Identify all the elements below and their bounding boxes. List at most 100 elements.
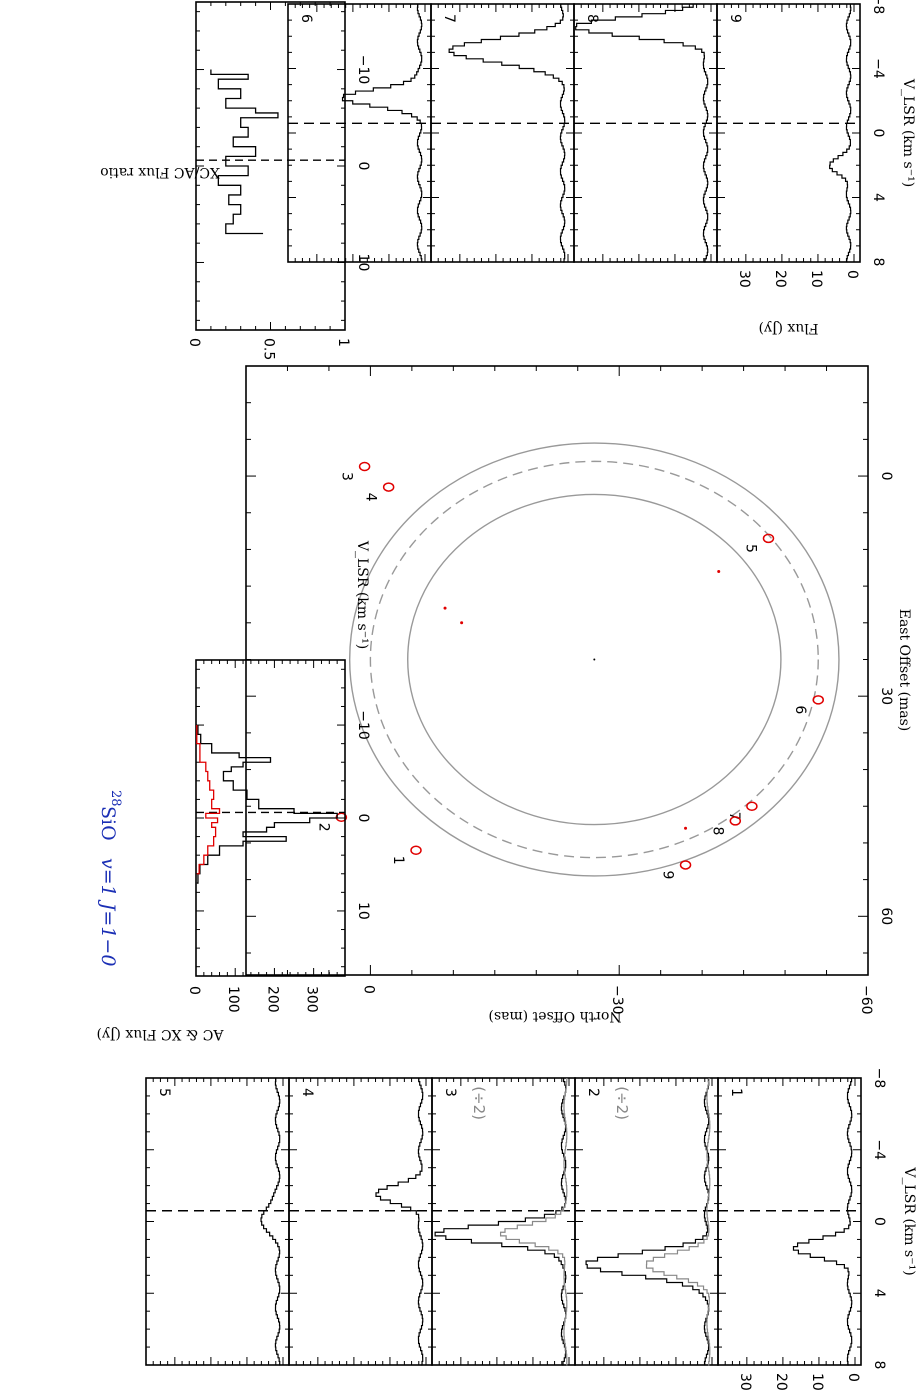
maser-spot — [443, 606, 447, 610]
spectrum-trace — [829, 4, 852, 263]
x-axis-label: V_LSR (km s⁻¹) — [900, 78, 916, 187]
divide-label: (÷2) — [613, 1086, 631, 1120]
tick-label: 60 — [878, 907, 894, 925]
spectrum-panel-6: 6 — [287, 3, 432, 263]
tick-label: 0 — [845, 1373, 861, 1382]
panel-frame — [574, 1077, 719, 1366]
maser-feature-1 — [410, 845, 422, 856]
spectra-left: 5 4 3 (÷2) 2 (÷2) 1 −8 −4 0 4 8 V_LSR (km s⁻¹) 0 10 20 3… — [145, 1068, 917, 1391]
panel-label: 4 — [299, 1088, 315, 1097]
feature-label: 6 — [792, 705, 808, 714]
panel-label: 7 — [441, 14, 457, 23]
tick-label: 30 — [878, 687, 894, 705]
panel-frame — [717, 1077, 862, 1366]
spectrum-panel-3: 3 (÷2) — [431, 1077, 576, 1366]
tick-label: −4 — [870, 58, 886, 79]
tick-label: −10 — [355, 710, 371, 740]
spectrum-trace — [575, 4, 709, 263]
title-molecule: SiO — [97, 806, 119, 841]
tick-label: 0 — [186, 986, 202, 995]
maser-feature-7 — [746, 801, 758, 811]
panel-label: 1 — [728, 1088, 744, 1097]
tick-label: 0 — [871, 1217, 887, 1226]
panel-frame — [573, 3, 718, 263]
tick-label: 0 — [360, 985, 376, 994]
feature-label: 7 — [726, 812, 742, 821]
panel-label: 5 — [156, 1088, 172, 1097]
panel-frame — [145, 1077, 290, 1366]
tick-label: 10 — [355, 902, 371, 920]
tick-label: −60 — [858, 985, 874, 1015]
panel-label: 6 — [298, 14, 314, 23]
y-axis-label: Flux (Jy) — [759, 320, 819, 336]
spectrum-trace-scaled — [499, 1078, 568, 1366]
y-axis-label: North Offset (mas) — [488, 1008, 621, 1024]
tick-label: 10 — [808, 270, 824, 288]
panel-frame — [287, 3, 432, 263]
spectrum-trace — [375, 1078, 424, 1366]
x-axis-label: East Offset (mas) — [896, 609, 912, 732]
panel-label: 3 — [442, 1088, 458, 1097]
series-xc — [196, 725, 221, 875]
tick-label: 0 — [878, 472, 894, 481]
panel-frame — [716, 3, 861, 263]
tick-label: 30 — [736, 270, 752, 288]
tick-label: 0 — [844, 270, 860, 279]
tick-label: 8 — [871, 1361, 887, 1370]
x-axis-label: V_LSR (km s⁻¹) — [354, 540, 370, 649]
maser-feature-8 — [729, 816, 742, 826]
spectrum-panel-1: 1 — [717, 1077, 862, 1366]
tick-label: 0 — [186, 338, 202, 347]
ring-solid — [348, 442, 840, 877]
spectrum-panel-7: 7 — [430, 3, 575, 263]
spectrum-panel-5: 5 — [145, 1077, 290, 1366]
panel-frame — [245, 365, 869, 976]
spectrum-panel-8: 8 — [573, 3, 718, 263]
tick-label: −8 — [870, 0, 886, 14]
feature-label: 1 — [390, 856, 406, 865]
star-center — [593, 658, 596, 661]
spectrum-trace — [260, 1078, 281, 1366]
maser-spot — [717, 569, 721, 573]
series-ratio — [210, 69, 279, 235]
tick-label: 100 — [225, 986, 241, 1013]
tick-label: −30 — [609, 985, 625, 1015]
panel-label: 2 — [585, 1088, 601, 1097]
feature-label: 4 — [363, 493, 379, 502]
feature-label: 9 — [660, 870, 676, 879]
tick-label: −8 — [871, 1068, 887, 1089]
tick-label: 0.5 — [261, 338, 277, 360]
spectrum-trace — [792, 1078, 853, 1366]
ring-dashed — [369, 460, 819, 859]
spectrum-trace-scaled — [645, 1078, 711, 1366]
tick-label: 200 — [264, 986, 280, 1013]
spectrum-panel-2: 2 (÷2) — [574, 1077, 719, 1366]
maser-spot — [684, 826, 688, 830]
x-axis-label: V_LSR (km s⁻¹) — [901, 1166, 917, 1275]
feature-label: 5 — [742, 544, 758, 553]
panel-frame — [430, 3, 575, 263]
series-ac — [196, 725, 338, 884]
maser-feature-9 — [679, 860, 692, 870]
panel-frame — [288, 1077, 433, 1366]
tick-label: 4 — [871, 1289, 887, 1298]
tick-label: 300 — [304, 986, 320, 1013]
tick-label: 4 — [870, 193, 886, 202]
tick-label: 0 — [870, 129, 886, 138]
title-superscript: 28 — [108, 790, 123, 807]
maser-feature-5 — [762, 533, 775, 544]
spectrum-panel-4: 4 — [288, 1077, 433, 1366]
tick-label: 20 — [773, 1373, 789, 1391]
spectra-right: 6 7 8 9 −8 −4 0 4 8 V_LSR (km s⁻¹) 0 10 20 30 Flux (Jy… — [287, 0, 916, 336]
feature-label: 3 — [339, 472, 355, 481]
spectrum-trace — [585, 1078, 710, 1366]
tick-label: −10 — [355, 55, 371, 85]
tick-label: 0 — [355, 814, 371, 823]
spectrum-trace — [448, 4, 566, 263]
tick-label: 0 — [355, 162, 371, 171]
